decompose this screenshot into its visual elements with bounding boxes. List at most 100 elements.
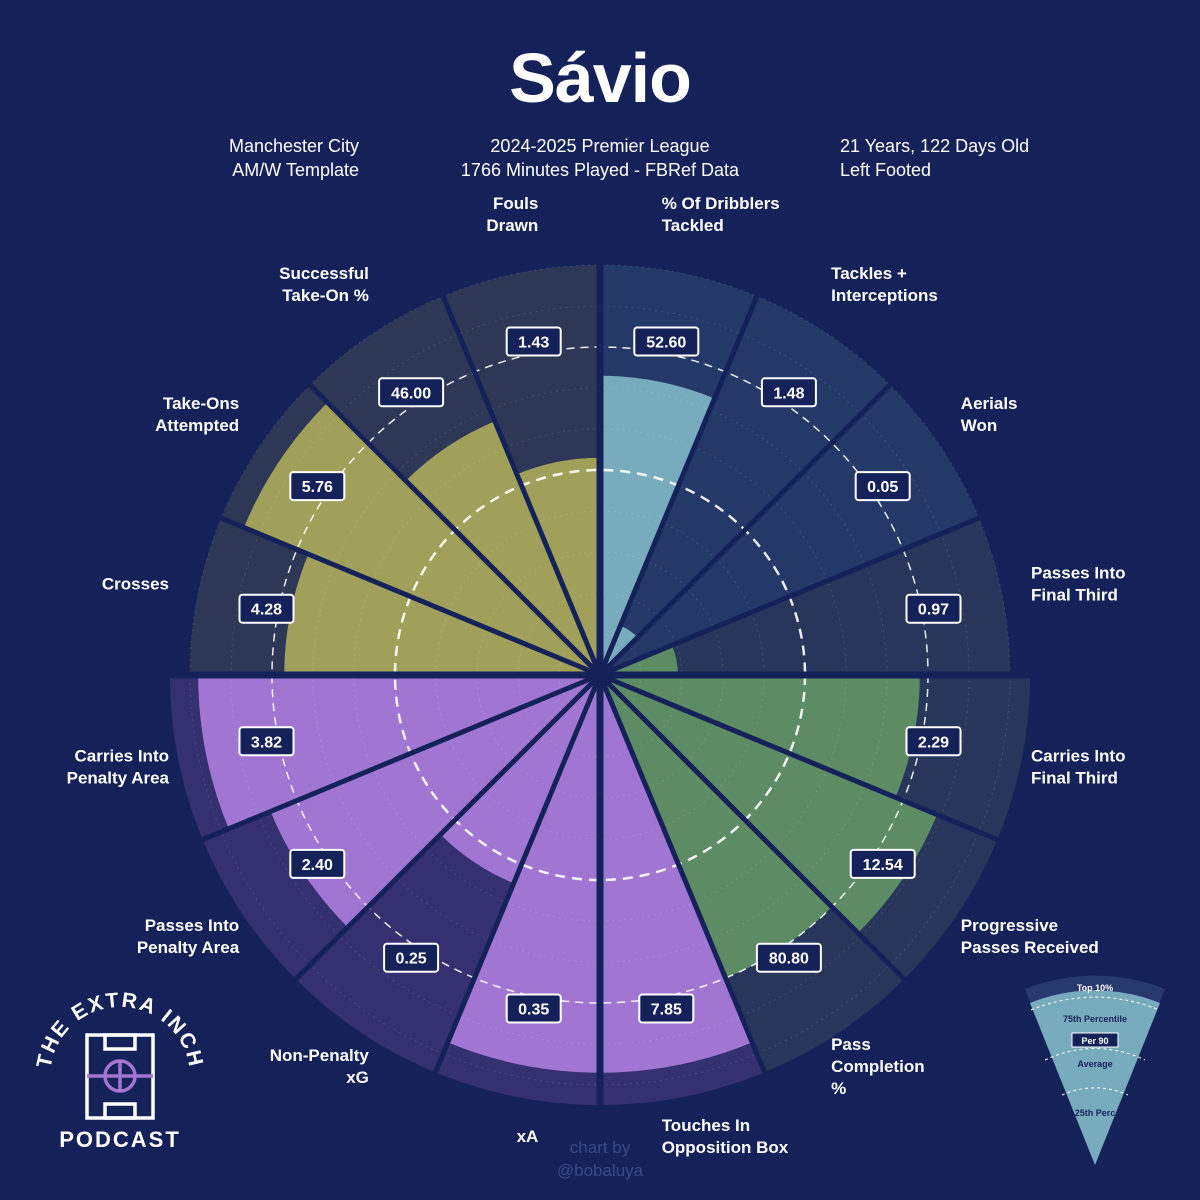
slice-value-successful-take-on (405, 421, 600, 675)
legend-value-box (1071, 1032, 1119, 1048)
separator-6 (598, 673, 908, 983)
value-box-passes-into-final-third (905, 593, 962, 624)
stat-label-touches-in-opposition-box: Touches In Opposition Box (662, 1116, 789, 1157)
stat-label-non-penalty-xg: Non-Penalty xG (270, 1046, 370, 1087)
value-box-progressive-passes-received (849, 848, 916, 879)
stat-label-aerials-won: Aerials Won (961, 394, 1018, 435)
value-text-passes-into-penalty-area: 2.40 (302, 857, 333, 874)
podcast-logo: THE EXTRA INCH PODCAST (33, 989, 208, 1152)
chart-center (588, 663, 612, 687)
value-box-aerials-won (854, 471, 911, 502)
credit-line-1: chart by (569, 1138, 631, 1157)
value-box-carries-into-penalty-area (238, 726, 295, 757)
logo-top-text: THE EXTRA INCH (33, 989, 208, 1070)
value-text-carries-into-final-third: 2.29 (918, 734, 949, 751)
value-box-non-penalty-xg (383, 942, 440, 973)
stat-label-successful-take-on: Successful Take-On % (279, 264, 369, 305)
stat-label-take-ons-attempted: Take-Ons Attempted (155, 394, 239, 435)
value-text-touches-in-opposition-box: 7.85 (651, 1002, 682, 1019)
legend-value-label: Per 90 (1081, 1036, 1108, 1046)
preferred-foot: Left Footed (840, 160, 932, 180)
legend-top-label: Top 10% (1077, 983, 1113, 993)
value-box-touches-in-opposition-box (638, 993, 695, 1024)
slice-value-pass-completion (600, 675, 832, 978)
legend-p75-line (1030, 996, 1160, 1011)
stat-label-fouls-drawn: Fouls Drawn (486, 194, 538, 235)
legend-p75-label: 75th Percentile (1063, 1014, 1127, 1024)
value-text-take-ons-attempted: 5.76 (302, 479, 333, 496)
legend-average-line (1044, 1048, 1146, 1061)
slice-background-aerials-won (600, 385, 979, 675)
separator-15 (432, 274, 603, 676)
season-info: 2024-2025 Premier League 1766 Minutes Pl… (400, 134, 800, 182)
value-text-fouls-drawn: 1.43 (518, 335, 549, 352)
value-text-tackles-interceptions: 1.48 (773, 385, 804, 402)
value-text-xa: 0.35 (518, 1002, 549, 1019)
separator-5 (599, 672, 1001, 843)
template-name: AM/W Template (232, 160, 359, 180)
player-info: 21 Years, 122 Days Old Left Footed (840, 134, 1029, 182)
value-box-tackles-interceptions (760, 377, 817, 408)
value-boxes: 52.60 1.48 0.05 0.97 2.29 12.54 80.80 7.85 0.35 0… (238, 326, 962, 1024)
legend-wedge: Top 10% 75th Percentile Per 90 Average 2… (1025, 975, 1165, 1165)
slice-value-passes-into-penalty-area (270, 675, 600, 928)
team-info: Manchester City AM/W Template (229, 134, 359, 182)
slice-value-carries-into-penalty-area (198, 675, 600, 829)
slice-background-passes-into-final-third (600, 518, 1010, 675)
value-text-pass-completion: 80.80 (769, 951, 809, 968)
credit-handle: @bobaluya (556, 1161, 644, 1180)
separator-14 (292, 367, 602, 677)
slice-value-non-penalty-xg (440, 675, 600, 884)
stat-label-pass-completion: Pass Completion% (831, 1035, 925, 1098)
value-box-successful-take-on (378, 377, 445, 408)
slice-value-take-ons-attempted (243, 402, 600, 675)
separator-3 (599, 507, 1001, 678)
value-text-of-dribblers-tackled: 52.60 (646, 335, 686, 352)
competition: 2024-2025 Premier League (490, 136, 710, 156)
value-box-carries-into-final-third (905, 726, 962, 757)
separator-7 (597, 674, 768, 1076)
value-text-carries-into-penalty-area: 3.82 (251, 734, 282, 751)
slice-separators (168, 243, 1032, 1107)
value-box-xa (505, 993, 562, 1024)
team-name: Manchester City (228, 136, 359, 156)
separator-1 (597, 274, 768, 676)
separator-11 (199, 672, 601, 843)
stat-label-carries-into-final-third: Carries Into Final Third (1031, 747, 1125, 788)
value-text-aerials-won: 0.05 (867, 479, 898, 496)
value-text-crosses: 4.28 (251, 602, 282, 619)
value-text-progressive-passes-received: 12.54 (863, 857, 903, 874)
legend-p25-label: 25th Perc (1075, 1108, 1116, 1118)
stat-label-crosses: Crosses (102, 574, 169, 593)
stat-label-tackles-interceptions: Tackles + Interceptions (831, 264, 938, 305)
separator-2 (598, 367, 908, 677)
value-box-crosses (238, 593, 295, 624)
stat-labels: % Of Dribblers Tackled Tackles + Intercepti… (67, 194, 1126, 1157)
separator-9 (432, 674, 603, 1076)
legend-fill (1030, 990, 1160, 1165)
logo-bottom-text: PODCAST (59, 1127, 181, 1152)
legend-p25-line (1061, 1087, 1129, 1096)
stat-label-passes-into-final-third: Passes Into Final Third (1031, 563, 1126, 604)
minutes-played: 1766 Minutes Played - FBRef Data (460, 160, 740, 180)
player-age: 21 Years, 122 Days Old (840, 136, 1030, 156)
value-text-successful-take-on: 46.00 (391, 385, 431, 402)
legend-average-label: Average (1077, 1059, 1112, 1069)
separator-13 (199, 507, 601, 678)
value-box-take-ons-attempted (289, 471, 346, 502)
separator-10 (292, 673, 602, 983)
stat-label-progressive-passes-received: Progressive Passes Received (961, 916, 1099, 957)
slice-background-tackles-interceptions (600, 296, 890, 675)
value-box-of-dribblers-tackled (633, 326, 700, 357)
value-box-fouls-drawn (505, 326, 562, 357)
stat-label-carries-into-penalty-area: Carries Into Penalty Area (67, 747, 170, 788)
value-box-pass-completion (755, 942, 822, 973)
value-text-passes-into-final-third: 0.97 (918, 602, 949, 619)
value-box-passes-into-penalty-area (289, 848, 346, 879)
value-text-non-penalty-xg: 0.25 (396, 951, 427, 968)
slice-value-touches-in-opposition-box (600, 675, 753, 1073)
stat-label-passes-into-penalty-area: Passes Into Penalty Area (137, 916, 240, 957)
chart-credit: chart by @bobaluya (500, 1136, 700, 1182)
pitch-icon (85, 1033, 155, 1120)
stat-label-xa: xA (517, 1127, 539, 1146)
